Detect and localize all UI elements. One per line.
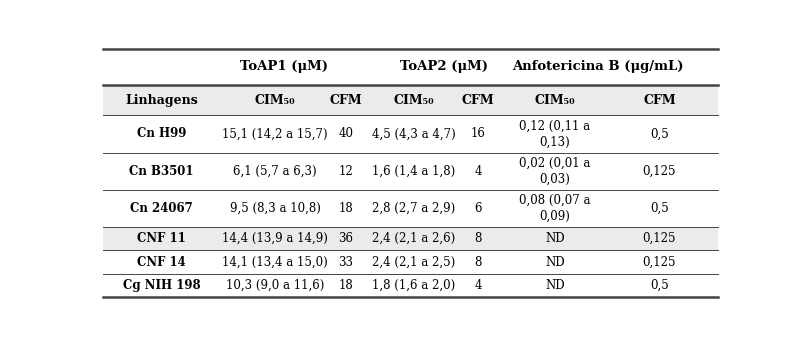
Text: 0,125: 0,125 [642, 232, 676, 245]
Text: 4: 4 [475, 165, 482, 177]
Text: ToAP2 (μM): ToAP2 (μM) [400, 61, 488, 73]
Text: Cg NIH 198: Cg NIH 198 [122, 279, 201, 292]
Text: Anfotericina B (μg/mL): Anfotericina B (μg/mL) [512, 61, 684, 73]
Text: 8: 8 [475, 232, 482, 245]
Text: 18: 18 [339, 279, 353, 292]
Text: 1,8 (1,6 a 2,0): 1,8 (1,6 a 2,0) [372, 279, 455, 292]
Text: 40: 40 [338, 128, 353, 140]
Text: CNF 11: CNF 11 [137, 232, 185, 245]
Text: 4: 4 [475, 279, 482, 292]
Text: CIM₅₀: CIM₅₀ [393, 94, 434, 107]
Text: ND: ND [545, 279, 565, 292]
Text: 6,1 (5,7 a 6,3): 6,1 (5,7 a 6,3) [233, 165, 317, 177]
Text: CNF 14: CNF 14 [137, 256, 185, 269]
Text: 16: 16 [471, 128, 486, 140]
Text: ND: ND [545, 256, 565, 269]
Text: 33: 33 [338, 256, 353, 269]
Bar [103, 153, 718, 190]
Bar [103, 49, 718, 85]
Text: CFM: CFM [329, 94, 362, 107]
Bar [103, 85, 718, 115]
Bar [103, 250, 718, 274]
Text: 9,5 (8,3 a 10,8): 9,5 (8,3 a 10,8) [229, 202, 320, 215]
Text: 15,1 (14,2 a 15,7): 15,1 (14,2 a 15,7) [222, 128, 328, 140]
Text: 18: 18 [339, 202, 353, 215]
Text: 8: 8 [475, 256, 482, 269]
Bar [103, 115, 718, 153]
Text: 0,5: 0,5 [650, 279, 669, 292]
Text: 10,3 (9,0 a 11,6): 10,3 (9,0 a 11,6) [226, 279, 324, 292]
Text: CIM₅₀: CIM₅₀ [255, 94, 296, 107]
Bar [103, 274, 718, 298]
Text: 0,125: 0,125 [642, 256, 676, 269]
Text: 2,4 (2,1 a 2,6): 2,4 (2,1 a 2,6) [372, 232, 455, 245]
Text: 6: 6 [475, 202, 482, 215]
Text: 2,4 (2,1 a 2,5): 2,4 (2,1 a 2,5) [372, 256, 455, 269]
Text: 4,5 (4,3 a 4,7): 4,5 (4,3 a 4,7) [372, 128, 455, 140]
Text: 0,02 (0,01 a
0,03): 0,02 (0,01 a 0,03) [519, 157, 590, 186]
Text: Cn B3501: Cn B3501 [129, 165, 193, 177]
Text: Linhagens: Linhagens [125, 94, 198, 107]
Text: CIM₅₀: CIM₅₀ [535, 94, 575, 107]
Text: 0,5: 0,5 [650, 202, 669, 215]
Bar [103, 227, 718, 250]
Text: 0,12 (0,11 a
0,13): 0,12 (0,11 a 0,13) [519, 119, 590, 149]
Text: 36: 36 [338, 232, 353, 245]
Text: CFM: CFM [643, 94, 676, 107]
Text: CFM: CFM [462, 94, 495, 107]
Text: 0,125: 0,125 [642, 165, 676, 177]
Text: ToAP1 (μM): ToAP1 (μM) [240, 61, 328, 73]
Text: Cn 24067: Cn 24067 [130, 202, 193, 215]
Text: 14,4 (13,9 a 14,9): 14,4 (13,9 a 14,9) [222, 232, 328, 245]
Text: 12: 12 [339, 165, 353, 177]
Bar [103, 190, 718, 227]
Text: 2,8 (2,7 a 2,9): 2,8 (2,7 a 2,9) [372, 202, 455, 215]
Text: ND: ND [545, 232, 565, 245]
Text: 1,6 (1,4 a 1,8): 1,6 (1,4 a 1,8) [372, 165, 455, 177]
Text: 0,08 (0,07 a
0,09): 0,08 (0,07 a 0,09) [519, 194, 590, 223]
Text: 14,1 (13,4 a 15,0): 14,1 (13,4 a 15,0) [222, 256, 328, 269]
Text: 0,5: 0,5 [650, 128, 669, 140]
Text: Cn H99: Cn H99 [137, 128, 186, 140]
